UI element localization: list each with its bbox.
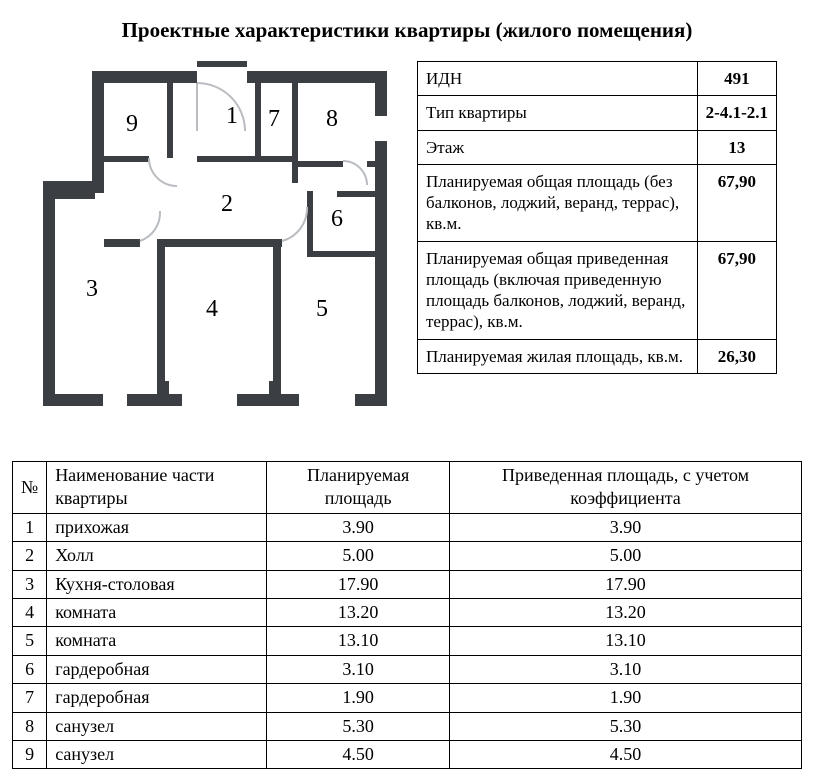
room-label-4: 4 (206, 296, 218, 322)
cell-num: 4 (13, 598, 47, 626)
cell-planned: 1.90 (267, 684, 450, 712)
cell-planned: 3.10 (267, 655, 450, 683)
info-value: 67,90 (697, 241, 776, 339)
room-label-9: 9 (126, 111, 138, 137)
cell-name: санузел (47, 740, 267, 768)
cell-num: 1 (13, 513, 47, 541)
cell-planned: 4.50 (267, 740, 450, 768)
col-planned: Планируемая площадь (267, 462, 450, 514)
cell-reduced: 13.10 (450, 627, 802, 655)
info-value: 491 (697, 62, 776, 96)
room-label-1: 1 (226, 103, 238, 129)
info-label: ИДН (418, 62, 698, 96)
floorplan: 1 2 3 4 5 6 7 8 9 (12, 61, 397, 416)
cell-reduced: 1.90 (450, 684, 802, 712)
cell-planned: 5.00 (267, 542, 450, 570)
info-label: Этаж (418, 130, 698, 164)
cell-name: Кухня-столовая (47, 570, 267, 598)
info-row: Планируемая общая площадь (без балконов,… (418, 164, 777, 241)
cell-name: гардеробная (47, 684, 267, 712)
info-row: ИДН491 (418, 62, 777, 96)
cell-planned: 13.10 (267, 627, 450, 655)
cell-num: 5 (13, 627, 47, 655)
table-row: 6гардеробная3.103.10 (13, 655, 802, 683)
cell-name: санузел (47, 712, 267, 740)
cell-reduced: 5.30 (450, 712, 802, 740)
info-row: Планируемая жилая площадь, кв.м.26,30 (418, 339, 777, 373)
info-value: 2-4.1-2.1 (697, 96, 776, 130)
info-row: Планируемая общая приведенная площадь (в… (418, 241, 777, 339)
table-row: 8санузел5.305.30 (13, 712, 802, 740)
cell-name: комната (47, 598, 267, 626)
info-label: Планируемая жилая площадь, кв.м. (418, 339, 698, 373)
table-row: 1прихожая3.903.90 (13, 513, 802, 541)
table-row: 2Холл5.005.00 (13, 542, 802, 570)
cell-num: 8 (13, 712, 47, 740)
table-row: 5комната13.1013.10 (13, 627, 802, 655)
cell-reduced: 5.00 (450, 542, 802, 570)
table-row: 7гардеробная1.901.90 (13, 684, 802, 712)
cell-reduced: 13.20 (450, 598, 802, 626)
info-row: Тип квартиры2-4.1-2.1 (418, 96, 777, 130)
cell-name: прихожая (47, 513, 267, 541)
cell-num: 3 (13, 570, 47, 598)
col-reduced: Приведенная площадь, с учетом коэффициен… (450, 462, 802, 514)
table-row: 4комната13.2013.20 (13, 598, 802, 626)
info-label: Планируемая общая приведенная площадь (в… (418, 241, 698, 339)
cell-num: 9 (13, 740, 47, 768)
info-label: Тип квартиры (418, 96, 698, 130)
floorplan-svg: 1 2 3 4 5 6 7 8 9 (37, 61, 397, 416)
room-label-6: 6 (331, 206, 343, 232)
cell-reduced: 4.50 (450, 740, 802, 768)
info-table: ИДН491Тип квартиры2-4.1-2.1Этаж13Планиру… (417, 61, 777, 374)
room-label-3: 3 (86, 276, 98, 302)
info-label: Планируемая общая площадь (без балконов,… (418, 164, 698, 241)
cell-reduced: 3.90 (450, 513, 802, 541)
room-label-5: 5 (316, 296, 328, 322)
cell-num: 6 (13, 655, 47, 683)
table-row: 3Кухня-столовая17.9017.90 (13, 570, 802, 598)
cell-planned: 5.30 (267, 712, 450, 740)
info-value: 67,90 (697, 164, 776, 241)
cell-reduced: 3.10 (450, 655, 802, 683)
cell-name: гардеробная (47, 655, 267, 683)
room-label-7: 7 (268, 106, 280, 132)
cell-num: 7 (13, 684, 47, 712)
rooms-header-row: № Наименование части квартиры Планируема… (13, 462, 802, 514)
col-num: № (13, 462, 47, 514)
room-label-2: 2 (221, 191, 233, 217)
cell-name: комната (47, 627, 267, 655)
cell-reduced: 17.90 (450, 570, 802, 598)
cell-planned: 17.90 (267, 570, 450, 598)
info-value: 13 (697, 130, 776, 164)
top-row: 1 2 3 4 5 6 7 8 9 ИДН491Тип квартиры2-4.1-2.1Эта… (12, 61, 802, 416)
info-row: Этаж13 (418, 130, 777, 164)
col-name: Наименование части квартиры (47, 462, 267, 514)
info-value: 26,30 (697, 339, 776, 373)
rooms-table: № Наименование части квартиры Планируема… (12, 461, 802, 769)
cell-planned: 13.20 (267, 598, 450, 626)
cell-num: 2 (13, 542, 47, 570)
cell-name: Холл (47, 542, 267, 570)
room-label-8: 8 (326, 106, 338, 132)
cell-planned: 3.90 (267, 513, 450, 541)
page-title: Проектные характеристики квартиры (жилог… (12, 18, 802, 43)
table-row: 9санузел4.504.50 (13, 740, 802, 768)
